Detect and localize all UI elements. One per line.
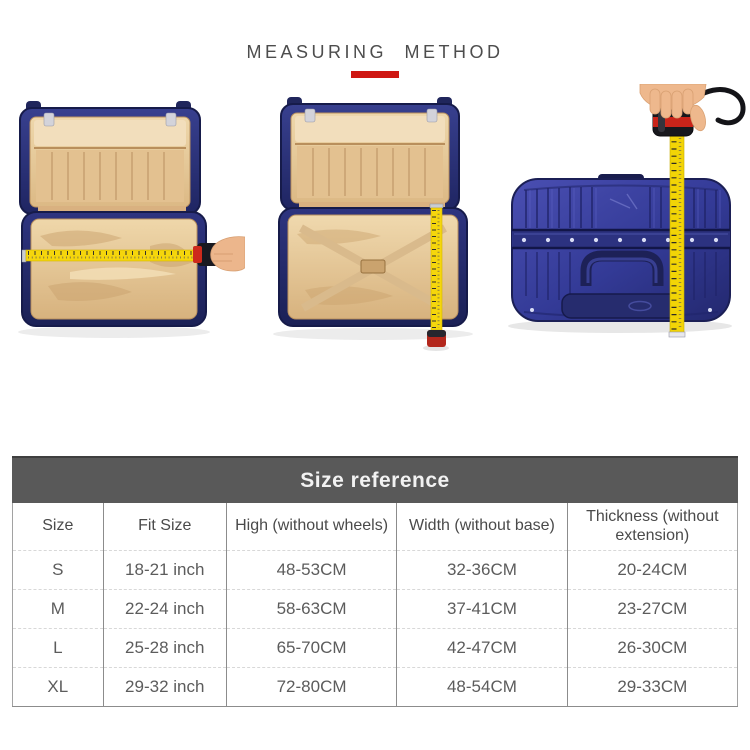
size-reference-section: Size reference Size Fit Size High (witho… — [12, 456, 738, 707]
cell-high: 48-53CM — [225, 550, 397, 590]
measure-width-photo — [0, 84, 245, 359]
column-header-size: Size — [42, 517, 74, 535]
frame-band — [512, 228, 730, 250]
cell-width: 48-54CM — [396, 667, 568, 707]
measuring-photos-row — [0, 84, 750, 359]
cross-straps — [299, 224, 447, 312]
tape-dispenser — [423, 330, 449, 351]
suitcase-lid — [280, 97, 460, 211]
column-header-thickness: Thickness (without extension) — [566, 503, 738, 551]
cell-size: XL — [12, 667, 104, 707]
measuring-method-header: MEASURING METHOD — [0, 0, 750, 78]
cell-width: 42-47CM — [396, 628, 568, 668]
cell-thickness: 29-33CM — [566, 667, 738, 707]
measuring-tape — [668, 129, 686, 338]
table-row-l: L 25-28 inch 65-70CM 42-47CM 26-30CM — [12, 628, 738, 668]
table-row-m: M 22-24 inch 58-63CM 37-41CM 23-27CM — [12, 589, 738, 629]
column-header-high: High (without wheels) — [225, 503, 397, 551]
measure-height-photo — [490, 84, 750, 359]
suitcase-base — [278, 207, 468, 327]
cell-fit-size: 22-24 inch — [102, 589, 227, 629]
measure-depth-photo — [245, 84, 490, 359]
size-reference-table: Size Fit Size High (without wheels) Widt… — [12, 503, 738, 707]
suitcase-base — [21, 211, 207, 327]
suitcase-lid — [19, 101, 201, 215]
measuring-tape — [21, 249, 199, 263]
open-suitcase-width-illustration — [18, 101, 245, 338]
table-header-row: Size Fit Size High (without wheels) Widt… — [13, 503, 738, 551]
size-reference-title: Size reference — [12, 456, 738, 503]
closed-suitcase-height-illustration — [508, 84, 746, 338]
cell-thickness: 20-24CM — [566, 550, 738, 590]
column-header-fit-size: Fit Size — [102, 503, 227, 551]
cell-high: 58-63CM — [225, 589, 397, 629]
table-row-s: S 18-21 inch 48-53CM 32-36CM 20-24CM — [12, 550, 738, 590]
cell-high: 72-80CM — [225, 667, 397, 707]
cell-fit-size: 18-21 inch — [102, 550, 227, 590]
red-underline-bar — [351, 71, 399, 78]
cell-size: L — [12, 628, 104, 668]
cell-thickness: 26-30CM — [566, 628, 738, 668]
bottom-recess-panel — [561, 293, 679, 319]
suitcase-body — [511, 174, 731, 322]
cell-thickness: 23-27CM — [566, 589, 738, 629]
cell-size: M — [12, 589, 104, 629]
cell-width: 32-36CM — [396, 550, 568, 590]
cell-size: S — [12, 550, 104, 590]
measuring-tape — [429, 203, 444, 331]
cell-width: 37-41CM — [396, 589, 568, 629]
wrist-strap — [699, 87, 746, 126]
hand — [210, 236, 245, 272]
cell-high: 65-70CM — [225, 628, 397, 668]
hand — [639, 84, 707, 132]
cell-fit-size: 29-32 inch — [102, 667, 227, 707]
column-header-width: Width (without base) — [396, 503, 568, 551]
measuring-method-title: MEASURING METHOD — [246, 42, 504, 62]
table-row-xl: XL 29-32 inch 72-80CM 48-54CM 29-33CM — [12, 667, 738, 707]
cell-fit-size: 25-28 inch — [102, 628, 227, 668]
open-suitcase-depth-illustration — [273, 97, 473, 351]
carry-handle — [580, 250, 664, 286]
